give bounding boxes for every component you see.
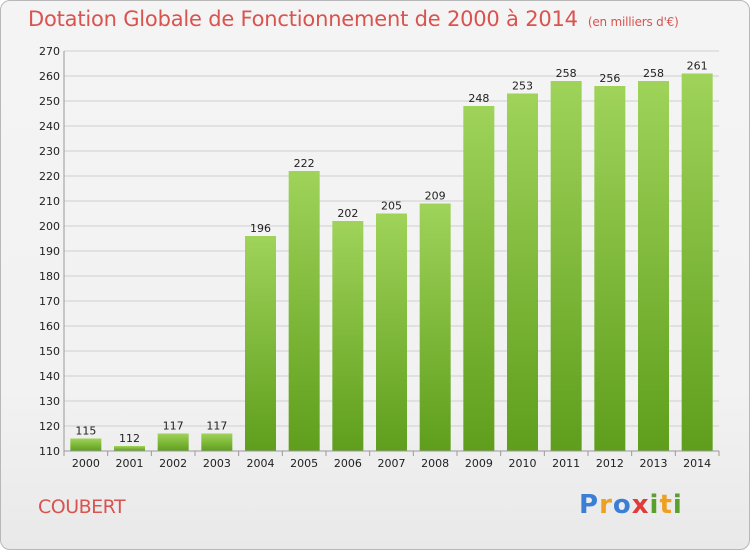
bar-value-label: 256	[599, 72, 620, 85]
bar-value-label: 117	[206, 420, 227, 433]
x-tick-label: 2006	[334, 457, 362, 470]
y-tick-label: 130	[39, 395, 60, 408]
bar-value-label: 202	[337, 207, 358, 220]
bar-value-label: 258	[643, 67, 664, 80]
bar	[681, 73, 713, 451]
bar-value-label: 196	[250, 222, 271, 235]
bar	[376, 213, 407, 451]
bar	[419, 203, 451, 451]
logo-letter: t	[659, 490, 673, 520]
y-tick-label: 250	[39, 95, 60, 108]
y-tick-label: 200	[39, 220, 60, 233]
bar-value-label: 205	[381, 200, 402, 213]
logo-letter: i	[649, 490, 660, 520]
y-tick-label: 210	[39, 195, 60, 208]
bar	[114, 446, 145, 451]
axes: 110 120 130 140 150 160 170 180 190 200 210 220 230 2…	[39, 45, 720, 470]
bar	[594, 86, 626, 451]
y-tick-label: 190	[39, 245, 60, 258]
bar	[245, 236, 276, 451]
logo-letter: r	[599, 490, 613, 520]
commune-name: COUBERT	[38, 496, 126, 518]
y-tick-label: 230	[39, 145, 60, 158]
chart-subtitle: (en milliers d'€)	[587, 15, 679, 29]
y-tick-label: 150	[39, 345, 60, 358]
y-tick-label: 240	[39, 120, 60, 133]
bar-value-label: 115	[75, 425, 96, 438]
x-tick-label: 2008	[421, 457, 449, 470]
proxiti-logo: Proxiti	[579, 490, 683, 520]
bar	[201, 433, 233, 451]
bar	[288, 171, 320, 451]
y-tick-label: 180	[39, 270, 60, 283]
bars	[70, 73, 713, 451]
x-tick-label: 2001	[116, 457, 144, 470]
y-tick-label: 110	[39, 445, 60, 458]
y-tick-label: 270	[39, 45, 60, 58]
x-tick-label: 2013	[640, 457, 668, 470]
x-tick-label: 2000	[72, 457, 100, 470]
y-tick-label: 170	[39, 295, 60, 308]
y-tick-label: 260	[39, 70, 60, 83]
bar-value-label: 117	[163, 420, 184, 433]
x-tick-label: 2012	[596, 457, 624, 470]
x-tick-label: 2014	[683, 457, 711, 470]
chart-title-text: Dotation Globale de Fonctionnement de 20…	[28, 7, 578, 31]
bar	[507, 93, 538, 451]
x-tick-label: 2004	[247, 457, 275, 470]
bar	[70, 438, 102, 451]
bar-value-label: 248	[468, 92, 489, 105]
bar-value-label: 112	[119, 432, 140, 445]
bar-value-label: 209	[425, 190, 446, 203]
x-tick-label: 2009	[465, 457, 493, 470]
bar	[463, 106, 495, 451]
bar	[550, 81, 582, 451]
bar-value-label: 258	[556, 67, 577, 80]
y-tick-label: 220	[39, 170, 60, 183]
logo-letter: P	[579, 490, 600, 520]
y-tick-label: 120	[39, 420, 60, 433]
bar	[157, 433, 189, 451]
x-tick-label: 2011	[552, 457, 580, 470]
x-tick-label: 2005	[290, 457, 318, 470]
x-tick-label: 2003	[203, 457, 231, 470]
y-tick-label: 140	[39, 370, 60, 383]
bar-value-label: 222	[294, 157, 315, 170]
chart-title: Dotation Globale de Fonctionnement de 20…	[28, 7, 679, 31]
logo-letter: x	[631, 490, 650, 520]
x-tick-label: 2007	[378, 457, 406, 470]
x-tick-label: 2002	[159, 457, 187, 470]
bar	[332, 221, 364, 451]
bar-value-label: 261	[687, 60, 708, 73]
logo-letter: i	[672, 490, 683, 520]
logo-letter: o	[612, 490, 632, 520]
x-tick-label: 2010	[509, 457, 537, 470]
y-tick-label: 160	[39, 320, 60, 333]
bar-value-label: 253	[512, 80, 533, 93]
bar	[638, 81, 669, 451]
